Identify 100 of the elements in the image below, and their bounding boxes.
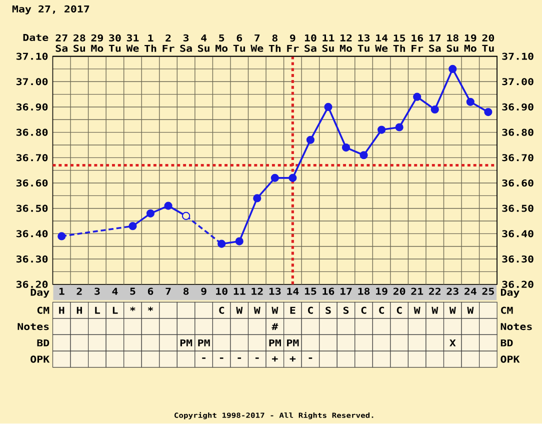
y-tick-label: 36.90 <box>16 104 48 111</box>
x-tick-label: 6 <box>148 288 154 296</box>
y-tick-label: BD <box>37 340 50 346</box>
text: W <box>432 307 438 314</box>
text: W <box>254 307 260 314</box>
y-tick-label: Notes <box>18 323 49 330</box>
x2-tick-label: 9 Fr <box>287 34 299 52</box>
x2-tick-label: 16 Fr <box>412 34 424 52</box>
x-tick-label: 20 <box>393 288 406 296</box>
y2-tick-label: 36.30 <box>502 256 534 263</box>
x-tick-label: 8 <box>183 288 189 296</box>
x-tick-label: 15 <box>304 288 316 295</box>
x-tick-label: 7 <box>166 288 171 295</box>
y2-tick-label: 36.90 <box>502 104 534 111</box>
text: E <box>290 307 296 314</box>
x2-tick-label: 20 Tu <box>482 34 494 52</box>
text: S <box>326 306 331 314</box>
text: L <box>112 307 118 314</box>
text: W <box>236 307 243 314</box>
text: + <box>272 356 278 362</box>
x2-tick-label: 13 Tu <box>358 34 370 52</box>
x-tick-label: 16 <box>322 288 334 296</box>
y-tick-label: 36.50 <box>16 204 48 212</box>
y2-tick-label: OPK <box>500 356 520 363</box>
x2-tick-label: 1 Th <box>144 34 156 52</box>
x2-tick-label: 29 Mo <box>91 34 104 52</box>
x-tick-label: 17 <box>340 288 352 295</box>
y2-tick-label: 36.40 <box>502 230 534 238</box>
text: W <box>414 307 420 314</box>
x2-tick-label: 17 Sa <box>429 34 441 52</box>
text: + <box>290 356 296 362</box>
text: # <box>272 323 278 330</box>
x-tick-label: 4 <box>112 288 118 295</box>
x-tick-label: 24 <box>464 288 476 295</box>
y-tick-label: 36.20 <box>16 281 48 288</box>
y-tick-label: 36.30 <box>16 256 48 263</box>
text: X <box>450 340 456 346</box>
x2-tick-label: 7 We <box>250 34 264 52</box>
y2-tick-label: 36.20 <box>502 281 534 288</box>
x2-tick-label: 18 Su <box>446 34 458 52</box>
x2-tick-label: 15 Th <box>393 34 406 52</box>
text: - <box>255 358 259 360</box>
text: H <box>59 307 64 314</box>
x-tick-label: 10 <box>216 288 228 296</box>
y-tick-label: CM <box>37 306 50 314</box>
x-tick-label: 22 <box>428 288 440 295</box>
x2-tick-label: 14 We <box>375 34 388 52</box>
x2-tick-label: 2 Fr <box>162 34 174 52</box>
y2-tick-label: 37.10 <box>502 52 534 60</box>
x2-tick-label: 3 Sa <box>180 34 192 52</box>
text: S <box>343 306 349 314</box>
x-axis-title: Day <box>30 289 50 298</box>
x-tick-label: 2 <box>76 288 82 295</box>
x-tick-label: 13 <box>269 288 281 296</box>
text: W <box>272 307 278 314</box>
x-tick-label: 5 <box>130 288 136 295</box>
x2-tick-label: 5 Mo <box>216 34 228 52</box>
x-tick-label: 21 <box>411 288 424 295</box>
x-tick-label: 25 <box>482 288 494 296</box>
text: Day <box>500 289 520 298</box>
text: PM <box>287 340 299 346</box>
text: - <box>308 358 312 360</box>
y2-tick-label: 36.80 <box>502 128 534 136</box>
y2-tick-label: BD <box>500 340 513 346</box>
x2-axis-title: Date <box>23 34 48 42</box>
text: C <box>361 306 366 314</box>
y2-tick-label: 37.00 <box>502 78 534 86</box>
text: - <box>238 358 242 360</box>
x-tick-label: 3 <box>94 288 100 296</box>
x-tick-label: 11 <box>234 288 246 295</box>
text: PM <box>269 340 281 346</box>
x2-tick-label: 6 Tu <box>233 34 245 52</box>
text: L <box>95 307 100 314</box>
y-tick-label: OPK <box>30 356 50 363</box>
y-tick-label: 37.00 <box>16 78 48 86</box>
x2-tick-label: 27 Sa <box>56 34 68 52</box>
x-tick-label: 9 <box>201 288 206 296</box>
chart-title: May 27, 2017 <box>12 6 90 15</box>
x2-tick-label: 28 Su <box>74 34 86 52</box>
x2-tick-label: 12 Mo <box>340 34 352 52</box>
x2-tick-label: 19 Mo <box>464 34 476 52</box>
x-tick-label: 18 <box>358 288 370 296</box>
text: C <box>379 306 384 314</box>
y2-tick-label: Notes <box>500 323 532 330</box>
x2-tick-label: 8 Th <box>268 34 281 52</box>
y-tick-label: 36.70 <box>16 154 48 162</box>
text: C <box>219 306 224 314</box>
x2-tick-label: 10 Sa <box>304 34 316 52</box>
y-tick-label: 36.40 <box>16 230 48 238</box>
y-tick-label: 37.10 <box>16 52 48 60</box>
x-tick-label: 19 <box>376 288 388 296</box>
x2-tick-label: 11 Su <box>322 34 334 52</box>
text: H <box>76 307 82 314</box>
x2-tick-label: 31 We <box>126 34 139 52</box>
text: * <box>148 307 154 312</box>
x2-tick-label: 30 Tu <box>108 34 121 52</box>
text: C <box>308 306 313 314</box>
x-tick-label: 23 <box>446 288 458 296</box>
text: PM <box>180 340 192 346</box>
y2-tick-label: 36.70 <box>502 154 534 162</box>
